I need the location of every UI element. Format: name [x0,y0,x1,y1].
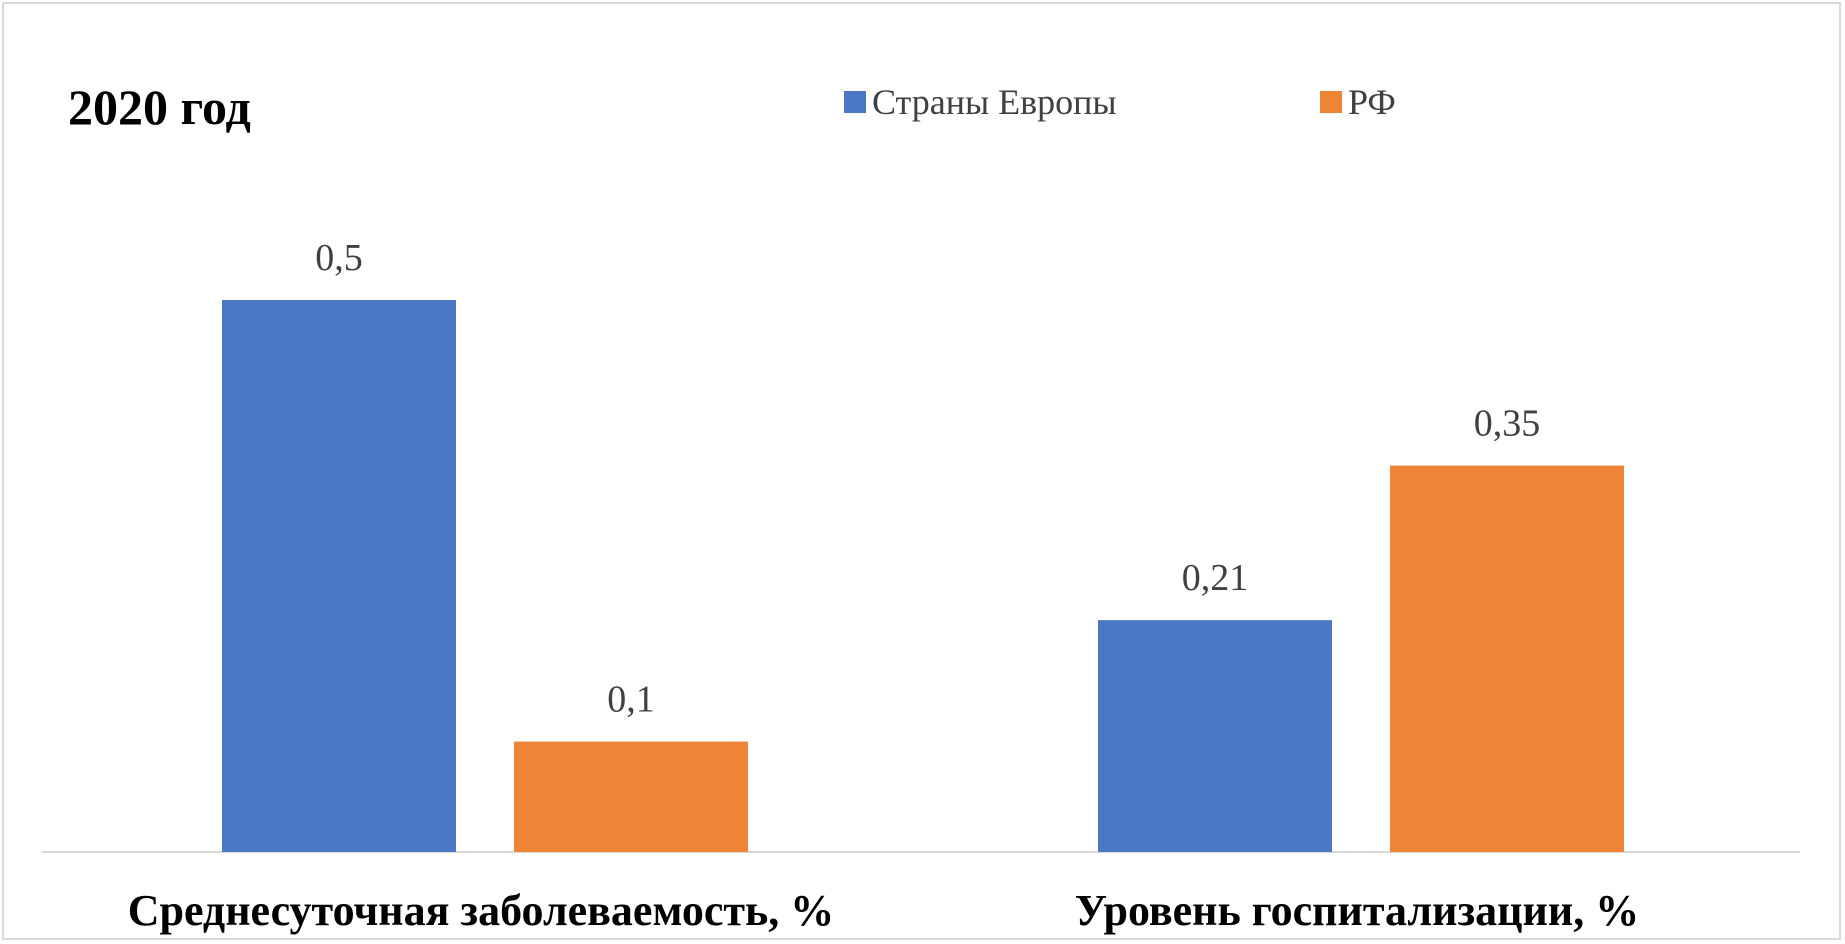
legend-swatch-europe [844,91,866,113]
legend-label-europe: Страны Европы [872,82,1117,122]
category-label-hospitalization: Уровень госпитализации, % [1075,886,1639,935]
bar-europe-hospitalization [1098,620,1332,852]
data-label-rf-hospitalization: 0,35 [1474,403,1541,445]
bar-rf-incidence [514,741,748,852]
data-label-europe-hospitalization: 0,21 [1182,557,1249,599]
chart-title: 2020 год [68,79,251,135]
legend-label-rf: РФ [1348,82,1396,122]
data-label-europe-incidence: 0,5 [315,237,363,279]
bar-rf-hospitalization [1390,465,1624,852]
bar-europe-incidence [222,300,456,852]
bars-group: 0,5 0,1 0,21 0,35 [222,237,1624,852]
data-label-rf-incidence: 0,1 [607,679,655,721]
legend-swatch-rf [1320,91,1342,113]
category-label-incidence: Среднесуточная заболеваемость, % [128,886,835,935]
legend: Страны Европы РФ [844,82,1396,122]
